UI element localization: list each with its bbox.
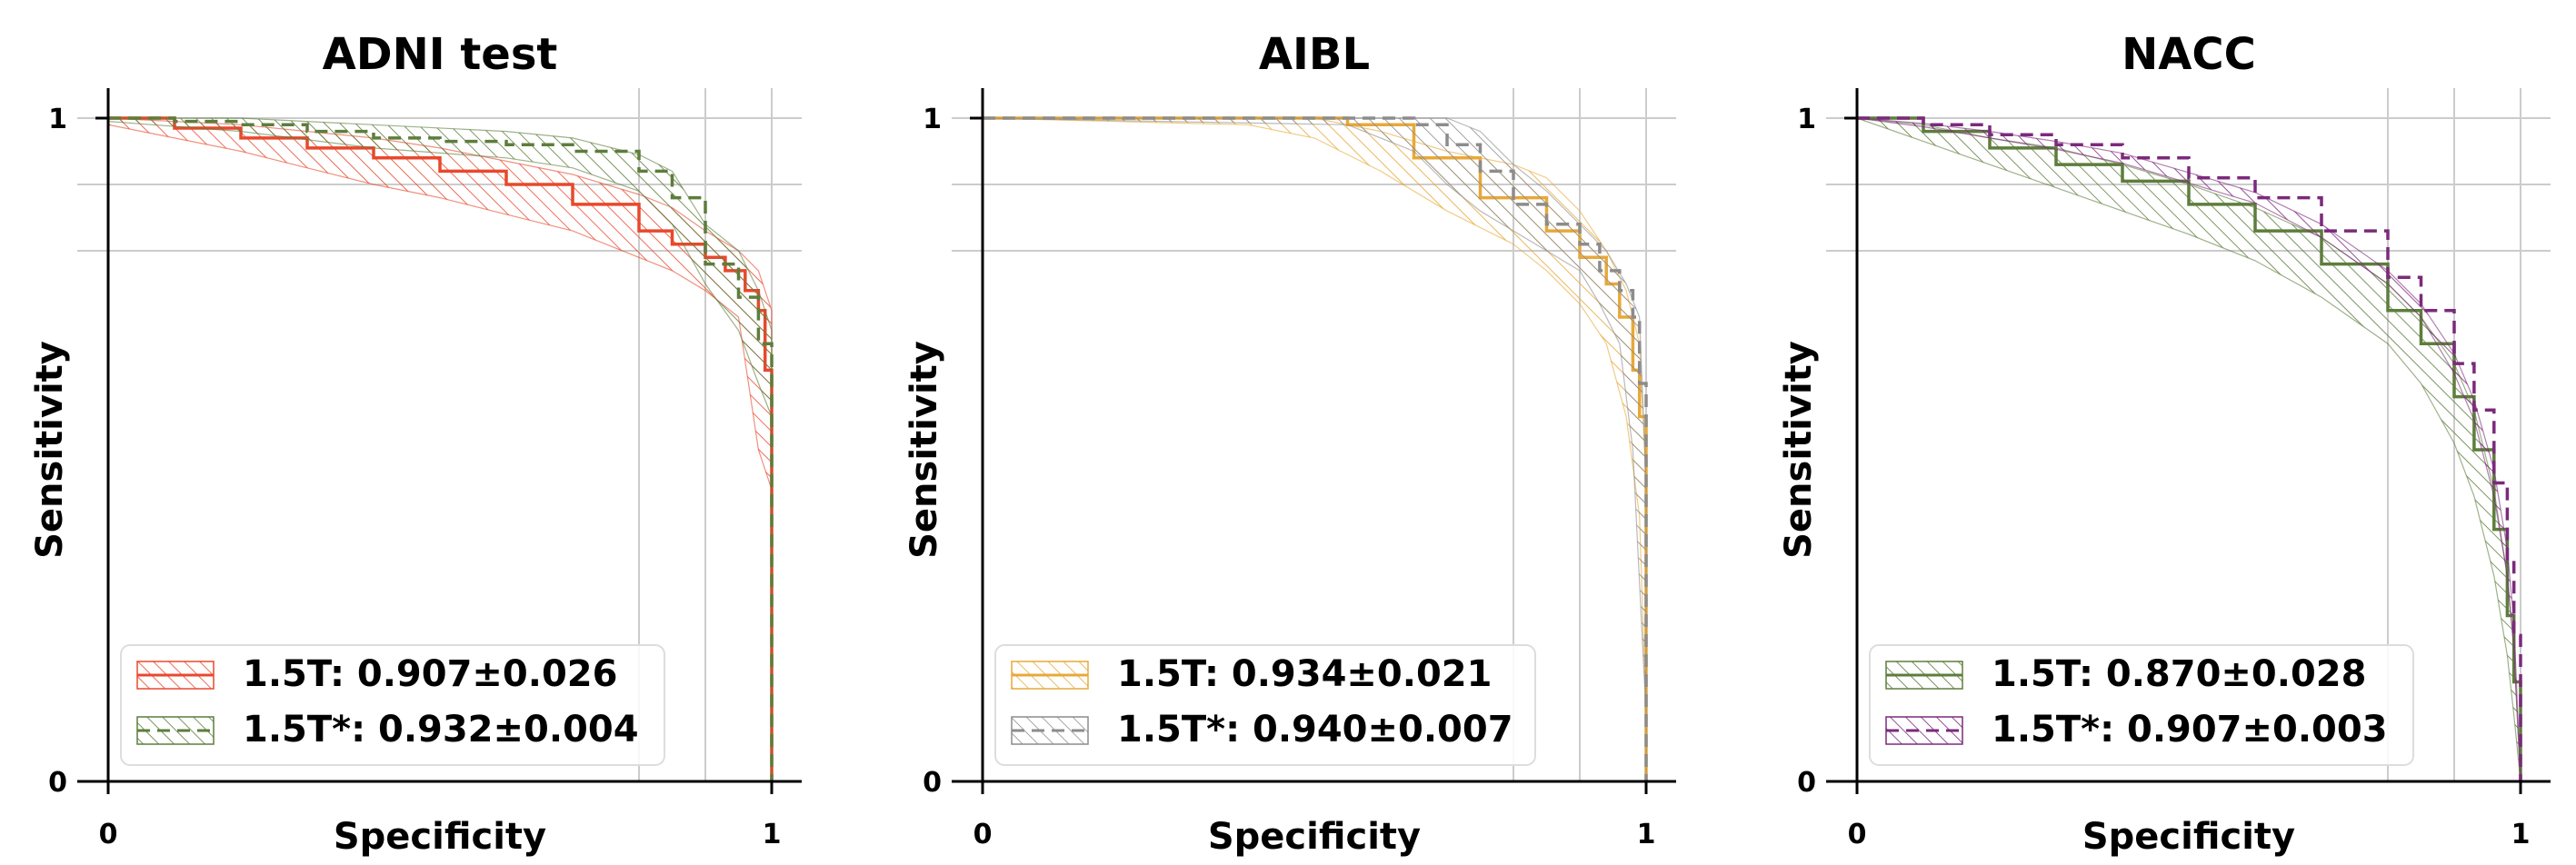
chart-title: NACC — [2122, 29, 2256, 80]
y-axis-label: Sensitivity — [1778, 341, 1820, 559]
y-tick-label: 0 — [923, 767, 942, 799]
x-tick-label: 0 — [973, 819, 993, 850]
legend: 1.5T: 0.907±0.026 1.5T*: 0.932±0.004 — [120, 644, 665, 766]
y-tick-label: 1 — [48, 104, 67, 135]
chart-title: AIBL — [1259, 29, 1370, 80]
roc-curve — [1857, 116, 2522, 781]
x-axis-label: Specificity — [334, 816, 546, 858]
legend: 1.5T: 0.870±0.028 1.5T*: 0.907±0.003 — [1869, 644, 2414, 766]
roc-curve — [108, 116, 774, 781]
legend-frame — [994, 644, 1536, 766]
x-tick-label: 0 — [99, 819, 118, 850]
y-axis-label: Sensitivity — [29, 341, 71, 559]
legend-label: 1.5T: 0.934±0.021 — [1117, 653, 1492, 695]
x-tick-label: 1 — [1637, 819, 1656, 850]
plot-area — [982, 116, 1648, 781]
x-axis-label: Specificity — [1208, 816, 1421, 858]
x-axis-label: Specificity — [2082, 816, 2295, 858]
x-tick-label: 1 — [2511, 819, 2531, 850]
legend-frame — [1869, 644, 2414, 766]
x-tick-label: 1 — [763, 819, 782, 850]
chart-title: ADNI test — [323, 29, 558, 80]
y-tick-label: 1 — [1797, 104, 1816, 135]
confidence-band — [982, 117, 1647, 781]
roc-curve — [983, 116, 1648, 781]
legend-label: 1.5T*: 0.940±0.007 — [1117, 709, 1513, 751]
y-tick-label: 0 — [1797, 767, 1816, 799]
y-tick-label: 0 — [48, 767, 67, 799]
legend-label: 1.5T*: 0.932±0.004 — [243, 709, 639, 751]
legend-label: 1.5T: 0.870±0.028 — [1992, 653, 2366, 695]
chart-panel-nacc: NACC Specificity Sensitivity 0 1 1 0 1.5… — [1778, 29, 2551, 858]
legend-label: 1.5T: 0.907±0.026 — [243, 653, 617, 695]
chart-panel-aibl: AIBL Specificity Sensitivity 0 1 1 0 1.5… — [904, 29, 1676, 858]
legend-label: 1.5T*: 0.907±0.003 — [1992, 709, 2388, 751]
chart-panel-adni: ADNI test Specificity Sensitivity 0 1 1 … — [29, 29, 802, 858]
x-tick-label: 0 — [1848, 819, 1867, 850]
y-tick-label: 1 — [923, 104, 942, 135]
legend-frame — [120, 644, 665, 766]
plot-area — [107, 116, 774, 781]
y-axis-label: Sensitivity — [904, 341, 945, 559]
legend: 1.5T: 0.934±0.021 1.5T*: 0.940±0.007 — [994, 644, 1536, 766]
